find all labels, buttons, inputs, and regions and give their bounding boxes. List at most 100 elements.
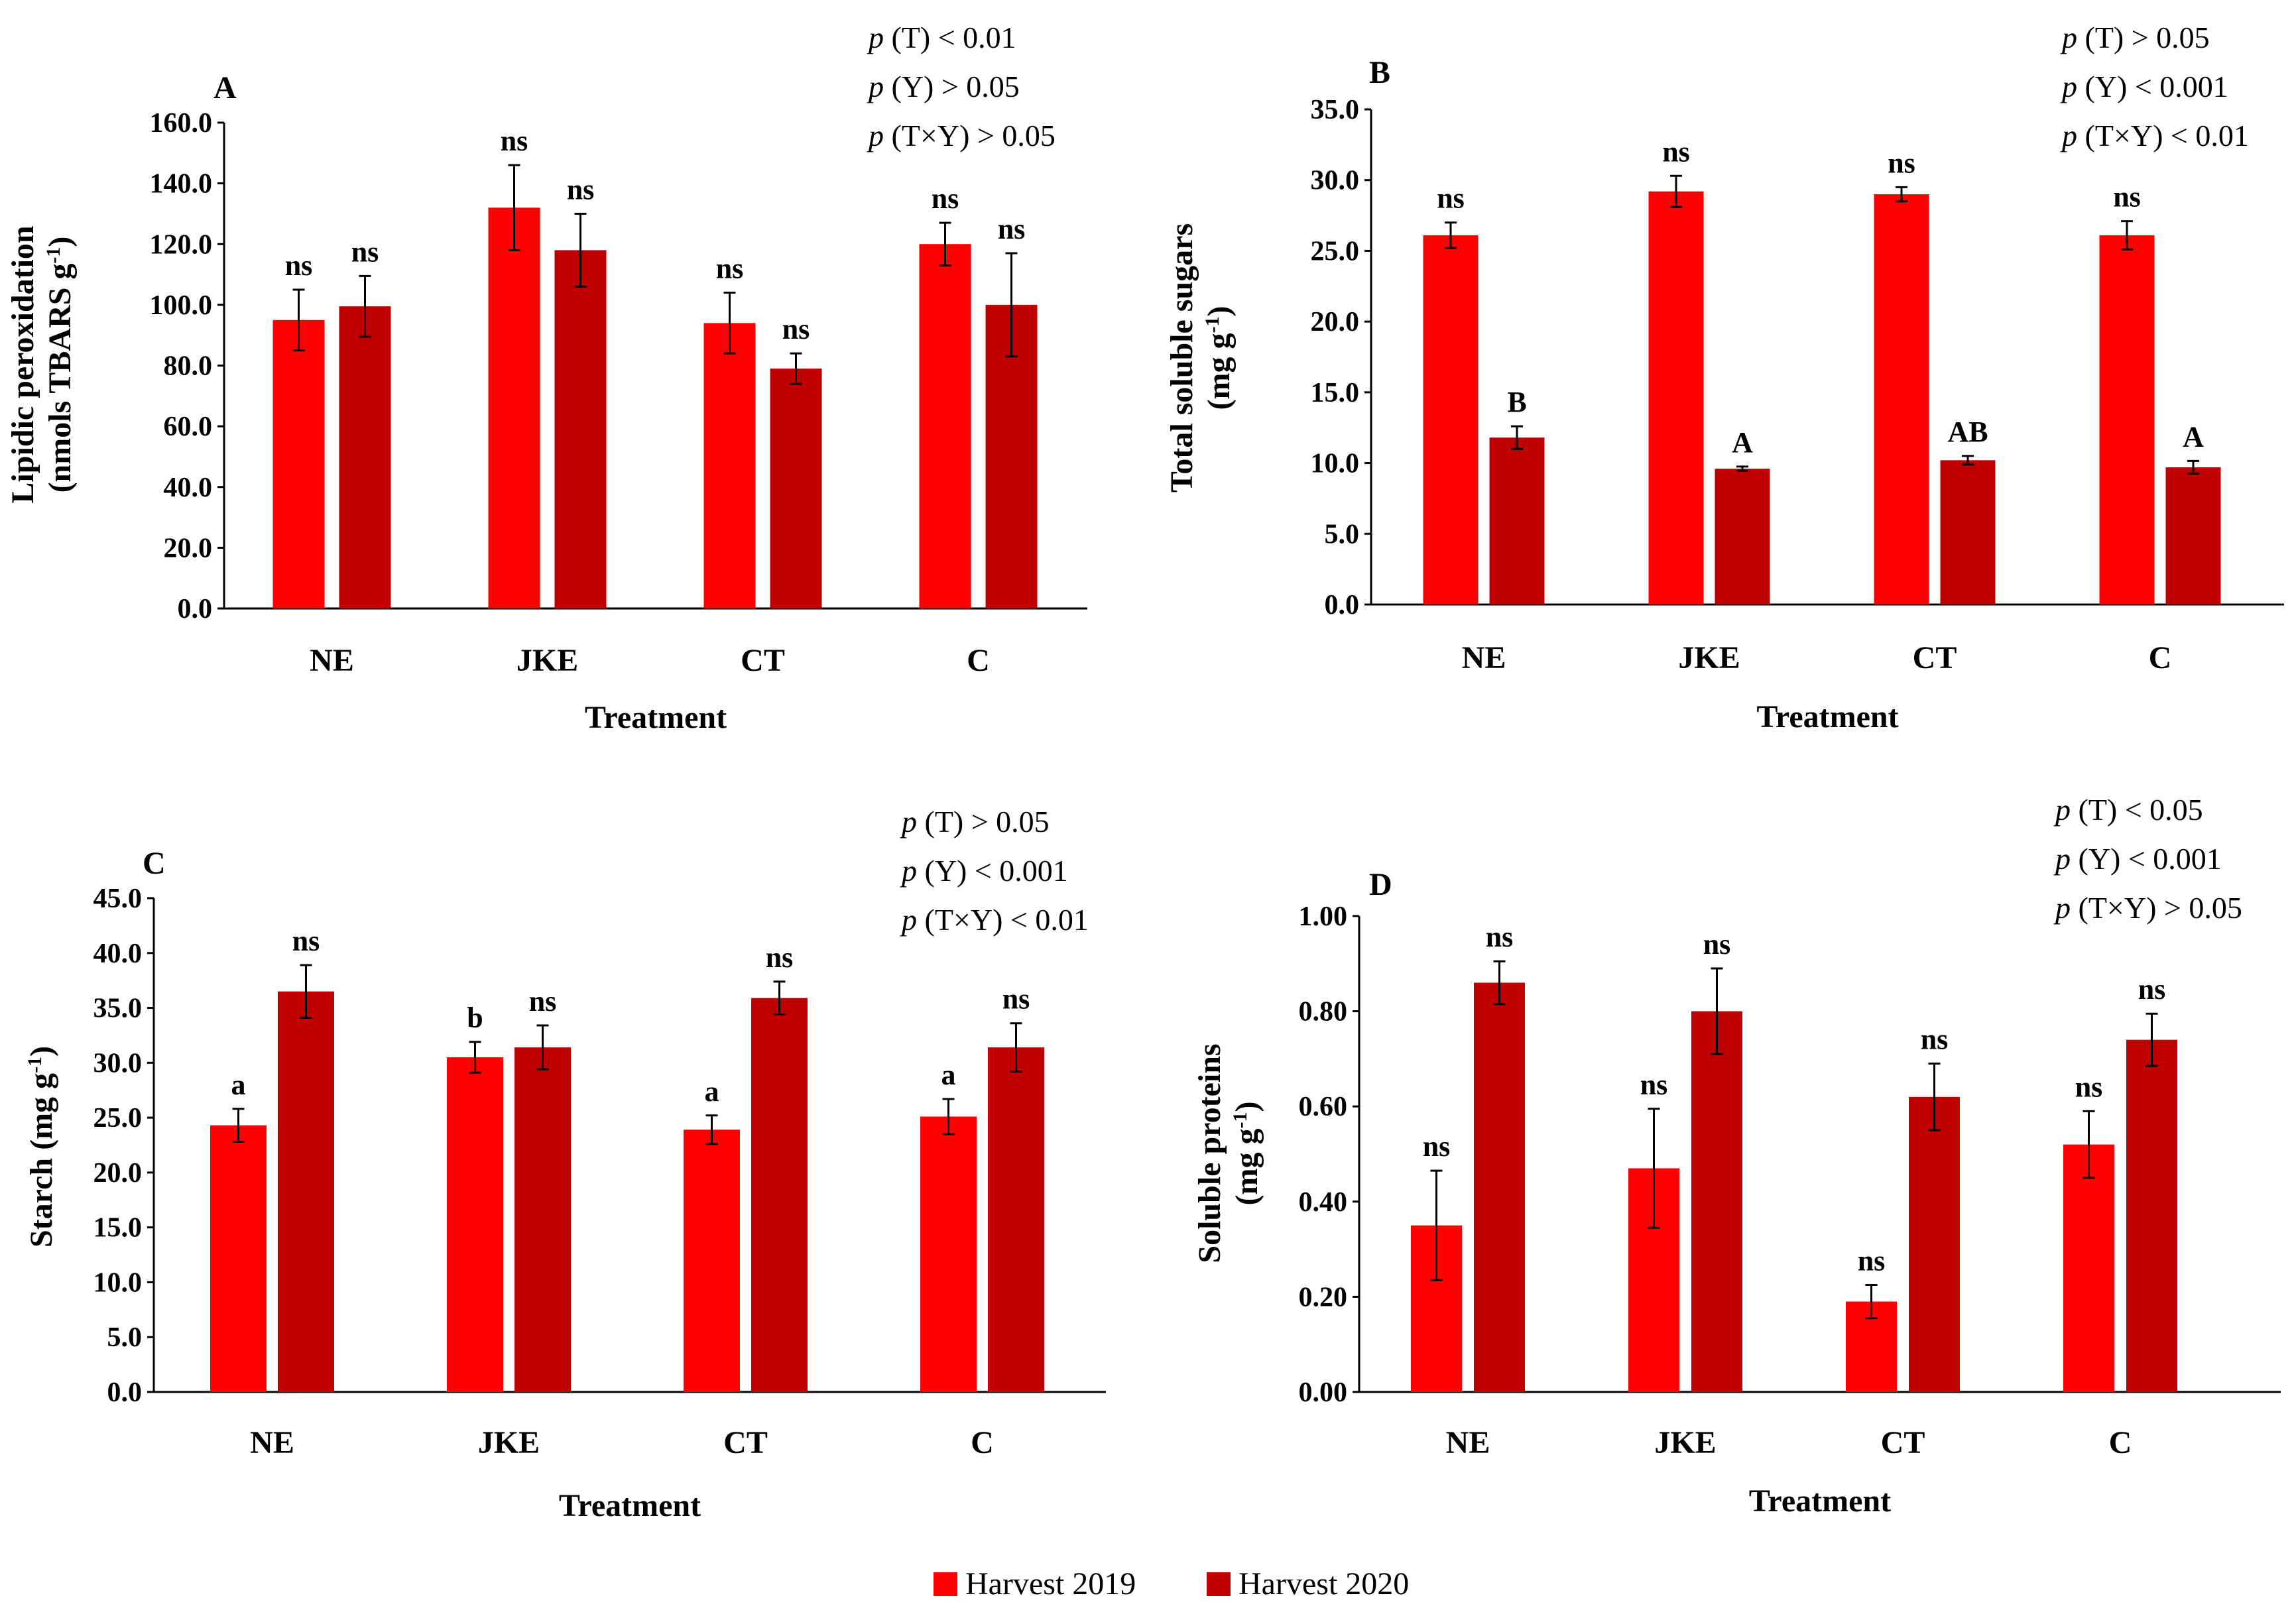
bar-jke-2019 — [1648, 191, 1704, 605]
bar-c-2020 — [2165, 467, 2221, 605]
y-tick-label: 25.0 — [1311, 236, 1360, 266]
y-tick-label: 15.0 — [1311, 378, 1360, 408]
category-label: NE — [250, 1425, 294, 1460]
y-tick-label: 40.0 — [164, 473, 213, 503]
stat-p-symbol: p — [867, 119, 884, 152]
significance-label: ns — [1437, 182, 1465, 215]
bar-ne-2019 — [272, 319, 325, 608]
stat-text: (T×Y) > 0.05 — [884, 119, 1056, 152]
stat-text: (T) > 0.05 — [917, 805, 1050, 839]
stat-p-symbol: p — [867, 70, 884, 103]
significance-label: ns — [1640, 1069, 1668, 1101]
bar-c-2019 — [920, 1116, 977, 1392]
y-tick-label: 25.0 — [93, 1103, 143, 1133]
significance-label: ns — [2138, 973, 2166, 1006]
stat-p-symbol: p — [2053, 891, 2071, 925]
y-tick-label: 0.0 — [1325, 590, 1360, 620]
chart-panel-b: 0.0 5.0 10.0 15.0 20.0 25.0 30.0 35.0 ns B NE ns A JK… — [1164, 21, 2284, 734]
y-axis-title-text: (nmols TBARS g — [42, 264, 78, 493]
y-tick-label: 45.0 — [93, 884, 143, 914]
bar-jke-2020 — [554, 250, 607, 609]
category-label: NE — [1462, 640, 1506, 675]
y-axis-title-line: Total soluble sugars — [1164, 223, 1199, 492]
category-label: JKE — [478, 1425, 540, 1460]
significance-label: ns — [716, 253, 744, 285]
stat-text: (T×Y) > 0.05 — [2071, 891, 2242, 925]
stat-text: (T) < 0.05 — [2071, 793, 2203, 827]
y-tick-label: 100.0 — [150, 290, 213, 321]
y-axis-title-line: Starch (mg g-1) — [24, 1046, 59, 1247]
y-tick-label: 1.00 — [1299, 901, 1348, 932]
stat-text: (Y) < 0.001 — [2077, 70, 2228, 103]
significance-label: ns — [1703, 928, 1731, 960]
significance-label: ns — [2113, 181, 2141, 213]
stat-p-symbol: p — [867, 21, 884, 54]
x-axis-title: Treatment — [585, 700, 727, 735]
chart-panel-d: 0.00 0.20 0.40 0.60 0.80 1.00 ns ns NE ns ns JKE ns n… — [1192, 793, 2281, 1519]
y-tick-label: 30.0 — [93, 1048, 143, 1078]
y-axis-title-superscript: -1 — [1201, 317, 1223, 333]
y-axis-title-text: ) — [1229, 1102, 1264, 1112]
significance-label: a — [705, 1075, 719, 1108]
bar-ct-2019 — [703, 323, 756, 608]
y-tick-label: 0.60 — [1299, 1092, 1348, 1122]
category-label: NE — [1446, 1425, 1490, 1460]
bar-ne-2019 — [210, 1125, 267, 1392]
y-axis-title-text: Starch (mg g — [24, 1073, 59, 1247]
significance-label: ns — [567, 173, 595, 205]
y-axis-title-text: (mg g — [1201, 333, 1237, 410]
significance-label: B — [1507, 386, 1526, 418]
y-axis-title: Starch (mg g-1) — [24, 1046, 59, 1247]
y-axis-title: Lipidic peroxidation (nmols TBARS g-1) — [5, 225, 78, 503]
y-tick-label: 0.40 — [1299, 1187, 1348, 1218]
y-axis-title-text: (mg g — [1229, 1129, 1264, 1206]
chart-panel-c: 0.0 5.0 10.0 15.0 20.0 25.0 30.0 35.0 40.0 45.0 a n… — [24, 805, 1106, 1523]
stat-line: p (T) > 0.05 — [900, 805, 1050, 839]
y-axis-title-line: (mg g-1) — [1201, 306, 1237, 410]
y-axis-title: Total soluble sugars (mg g-1) — [1164, 223, 1237, 492]
y-tick-label: 0.0 — [107, 1377, 143, 1408]
stat-line: p (T×Y) > 0.05 — [2053, 891, 2242, 925]
significance-label: ns — [1921, 1023, 1949, 1056]
bar-ct-2020 — [770, 369, 822, 608]
bar-c-2019 — [2063, 1144, 2114, 1392]
significance-label: ns — [998, 213, 1026, 245]
category-label: C — [967, 643, 990, 678]
significance-label: a — [941, 1059, 956, 1091]
y-axis-title-superscript: -1 — [24, 1057, 46, 1073]
bar-ct-2020 — [751, 998, 808, 1392]
bar-ne-2020 — [339, 306, 391, 608]
panel-letter: B — [1369, 55, 1390, 90]
significance-label: A — [2183, 420, 2204, 453]
stat-p-symbol: p — [900, 805, 917, 839]
category-label: C — [971, 1425, 994, 1460]
panel-letter: D — [1369, 867, 1392, 902]
bar-ct-2020 — [1909, 1096, 1960, 1392]
y-tick-label: 5.0 — [1325, 519, 1360, 550]
significance-label: a — [231, 1069, 246, 1101]
significance-label: ns — [1858, 1244, 1886, 1277]
category-label: JKE — [1654, 1425, 1716, 1460]
panel-letter: C — [143, 846, 166, 881]
bar-jke-2020 — [1715, 469, 1770, 605]
category-label: JKE — [1678, 640, 1740, 675]
category-label: JKE — [516, 643, 578, 678]
y-tick-label: 0.20 — [1299, 1282, 1348, 1312]
chart-panel-a: 0.0 20.0 40.0 60.0 80.0 100.0 120.0 140.0 160.0 n… — [5, 21, 1087, 735]
bar-ne-2020 — [278, 991, 334, 1392]
stat-p-symbol: p — [2053, 793, 2071, 827]
bar-ct-2019 — [1874, 194, 1929, 605]
category-label: CT — [741, 643, 785, 678]
bar-ne-2020 — [1489, 437, 1545, 605]
y-tick-label: 5.0 — [107, 1322, 143, 1353]
y-tick-label: 40.0 — [93, 939, 143, 969]
y-tick-label: 30.0 — [1311, 166, 1360, 196]
significance-label: ns — [529, 985, 557, 1017]
stat-line: p (Y) > 0.05 — [867, 70, 1020, 103]
stat-line: p (T) < 0.05 — [2053, 793, 2203, 827]
stat-line: p (T×Y) < 0.01 — [2060, 119, 2249, 152]
y-tick-label: 20.0 — [1311, 307, 1360, 337]
stat-text: (T×Y) < 0.01 — [917, 903, 1089, 937]
x-axis-title: Treatment — [559, 1488, 701, 1523]
